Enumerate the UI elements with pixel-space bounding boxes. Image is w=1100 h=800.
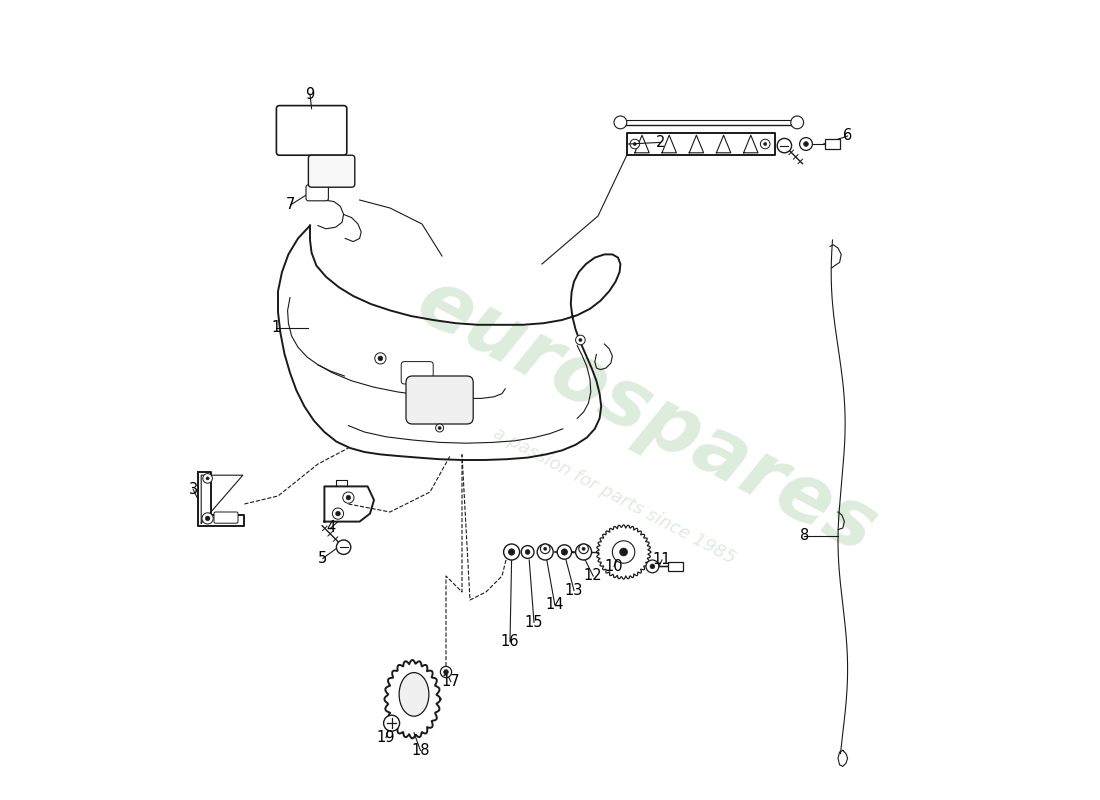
Ellipse shape	[399, 673, 429, 716]
Circle shape	[630, 139, 639, 149]
Circle shape	[540, 544, 550, 554]
Circle shape	[378, 356, 383, 361]
Circle shape	[521, 546, 534, 558]
FancyBboxPatch shape	[214, 512, 238, 523]
Circle shape	[579, 544, 588, 554]
Text: 2: 2	[656, 135, 666, 150]
Circle shape	[440, 666, 452, 678]
Text: 5: 5	[318, 551, 328, 566]
Circle shape	[202, 474, 212, 483]
Circle shape	[525, 550, 530, 554]
FancyBboxPatch shape	[306, 185, 329, 201]
Circle shape	[443, 670, 449, 674]
Circle shape	[508, 549, 515, 555]
FancyBboxPatch shape	[406, 376, 473, 424]
FancyBboxPatch shape	[402, 362, 433, 384]
Text: 3: 3	[188, 482, 198, 497]
Circle shape	[613, 541, 635, 563]
Circle shape	[575, 335, 585, 345]
Circle shape	[375, 353, 386, 364]
Circle shape	[619, 548, 628, 556]
Circle shape	[537, 544, 553, 560]
Circle shape	[804, 142, 808, 146]
Text: a passion for parts since 1985: a passion for parts since 1985	[490, 424, 738, 568]
Circle shape	[800, 138, 813, 150]
Text: 12: 12	[584, 569, 603, 583]
Text: 13: 13	[564, 583, 583, 598]
Circle shape	[438, 426, 441, 430]
Text: 9: 9	[306, 87, 315, 102]
Circle shape	[346, 495, 351, 500]
Text: 18: 18	[411, 743, 430, 758]
Text: 6: 6	[843, 129, 852, 143]
Circle shape	[558, 545, 572, 559]
Text: 19: 19	[376, 730, 395, 745]
FancyBboxPatch shape	[276, 106, 346, 155]
Text: 16: 16	[500, 634, 519, 649]
Text: eurospares: eurospares	[403, 262, 889, 570]
Circle shape	[436, 424, 443, 432]
Circle shape	[384, 715, 399, 731]
Circle shape	[778, 138, 792, 153]
FancyBboxPatch shape	[825, 139, 839, 149]
Circle shape	[336, 511, 340, 516]
Circle shape	[575, 544, 592, 560]
Circle shape	[582, 547, 585, 550]
Text: 4: 4	[327, 521, 336, 535]
FancyBboxPatch shape	[669, 562, 683, 571]
Circle shape	[763, 142, 767, 146]
Circle shape	[791, 116, 804, 129]
Circle shape	[206, 516, 210, 521]
Text: 17: 17	[441, 674, 460, 689]
Circle shape	[504, 544, 519, 560]
Circle shape	[634, 142, 637, 146]
Text: 7: 7	[286, 198, 296, 212]
Text: 8: 8	[800, 529, 808, 543]
Circle shape	[206, 477, 209, 480]
Text: 14: 14	[546, 598, 564, 612]
Circle shape	[760, 139, 770, 149]
Circle shape	[543, 547, 547, 550]
Text: 10: 10	[605, 559, 624, 574]
Circle shape	[650, 564, 654, 569]
Circle shape	[614, 116, 627, 129]
Circle shape	[343, 492, 354, 503]
Circle shape	[646, 560, 659, 573]
FancyBboxPatch shape	[308, 155, 355, 187]
Circle shape	[337, 540, 351, 554]
Circle shape	[202, 513, 213, 524]
Circle shape	[332, 508, 343, 519]
Circle shape	[561, 549, 568, 555]
Text: 15: 15	[525, 615, 543, 630]
Text: 11: 11	[652, 553, 671, 567]
Circle shape	[579, 338, 582, 342]
Text: 1: 1	[272, 321, 280, 335]
